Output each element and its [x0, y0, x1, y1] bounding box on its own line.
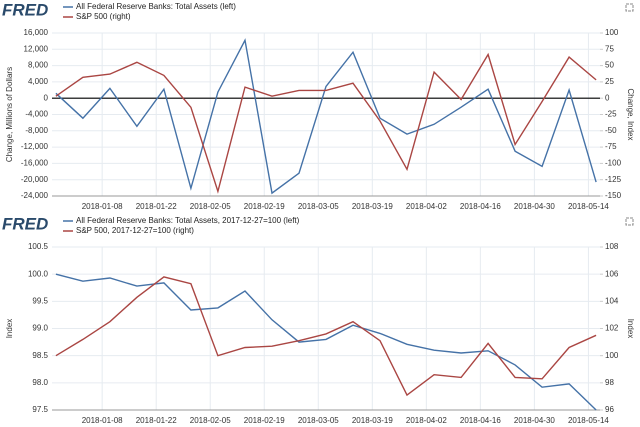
y-tick-label: 99.5: [32, 296, 48, 305]
y-tick-label: 16,000: [24, 28, 49, 37]
x-tick-label: 2018-04-30: [514, 416, 555, 425]
y-tick-label: 8,000: [28, 61, 49, 70]
y2-tick-label: 102: [605, 324, 619, 333]
y-tick-label: -4,000: [25, 110, 48, 119]
logo: FRED: [2, 214, 48, 233]
y-tick-label: 4,000: [28, 77, 49, 86]
y2-tick-label: -50: [605, 126, 617, 135]
x-tick-label: 2018-04-16: [460, 416, 501, 425]
y-axis-title: Change, Millions of Dollars: [5, 67, 14, 162]
y2-axis-title: Index: [626, 319, 635, 339]
legend-label: All Federal Reserve Banks: Total Assets …: [76, 2, 236, 11]
y2-tick-label: -100: [605, 159, 622, 168]
x-tick-label: 2018-02-19: [244, 202, 285, 211]
y2-tick-label: 98: [605, 378, 614, 387]
x-tick-label: 2018-04-02: [406, 416, 447, 425]
x-tick-label: 2018-03-05: [298, 202, 339, 211]
x-tick-label: 2018-03-05: [298, 416, 339, 425]
y-tick-label: -12,000: [21, 142, 49, 151]
y-tick-label: -20,000: [21, 175, 49, 184]
logo: FRED: [2, 0, 48, 19]
x-tick-label: 2018-02-05: [190, 202, 231, 211]
x-tick-label: 2018-02-05: [190, 416, 231, 425]
y-tick-label: 99.0: [32, 324, 48, 333]
x-tick-label: 2018-03-19: [352, 202, 393, 211]
y2-tick-label: 25: [605, 77, 614, 86]
y-tick-label: 12,000: [24, 44, 49, 53]
y2-tick-label: 106: [605, 269, 619, 278]
x-tick-label: 2018-02-19: [244, 416, 285, 425]
legend-label: S&P 500 (right): [76, 12, 131, 21]
y2-tick-label: -75: [605, 142, 617, 151]
y-tick-label: -24,000: [21, 191, 49, 200]
x-tick-label: 2018-04-02: [406, 202, 447, 211]
y-tick-label: 98.5: [32, 351, 48, 360]
x-tick-label: 2018-01-22: [136, 416, 177, 425]
x-tick-label: 2018-04-16: [460, 202, 501, 211]
y2-tick-label: -125: [605, 175, 622, 184]
y-tick-label: 100.0: [28, 269, 49, 278]
y2-tick-label: 108: [605, 242, 619, 251]
y2-tick-label: -150: [605, 191, 622, 200]
legend-label: S&P 500, 2017-12-27=100 (right): [76, 226, 194, 235]
y-tick-label: 0: [44, 93, 49, 102]
y-tick-label: 98.0: [32, 378, 48, 387]
y-tick-label: 100.5: [28, 242, 49, 251]
series-line: [55, 52, 597, 194]
x-tick-label: 2018-01-22: [136, 202, 177, 211]
legend-label: All Federal Reserve Banks: Total Assets,…: [76, 216, 300, 225]
y2-tick-label: 100: [605, 351, 619, 360]
y2-tick-label: 0: [605, 93, 610, 102]
y2-axis-title: Change, Index: [626, 88, 635, 140]
x-tick-label: 2018-05-14: [568, 416, 609, 425]
y2-tick-label: -25: [605, 110, 617, 119]
series-line: [55, 38, 597, 195]
series-line: [55, 273, 597, 411]
y-axis-title: Index: [5, 319, 14, 339]
fullscreen-icon[interactable]: [625, 217, 634, 226]
y-tick-label: -16,000: [21, 159, 49, 168]
x-tick-label: 2018-01-08: [82, 416, 123, 425]
series-line: [55, 276, 597, 397]
y-tick-label: 97.5: [32, 405, 48, 414]
y2-tick-label: 75: [605, 44, 614, 53]
y2-tick-label: 100: [605, 28, 619, 37]
x-tick-label: 2018-01-08: [82, 202, 123, 211]
y2-tick-label: 96: [605, 405, 614, 414]
y-tick-label: -8,000: [25, 126, 48, 135]
x-tick-label: 2018-04-30: [514, 202, 555, 211]
x-tick-label: 2018-03-19: [352, 416, 393, 425]
x-tick-label: 2018-05-14: [568, 202, 609, 211]
fullscreen-icon[interactable]: [625, 3, 634, 12]
y2-tick-label: 104: [605, 296, 619, 305]
y2-tick-label: 50: [605, 61, 614, 70]
